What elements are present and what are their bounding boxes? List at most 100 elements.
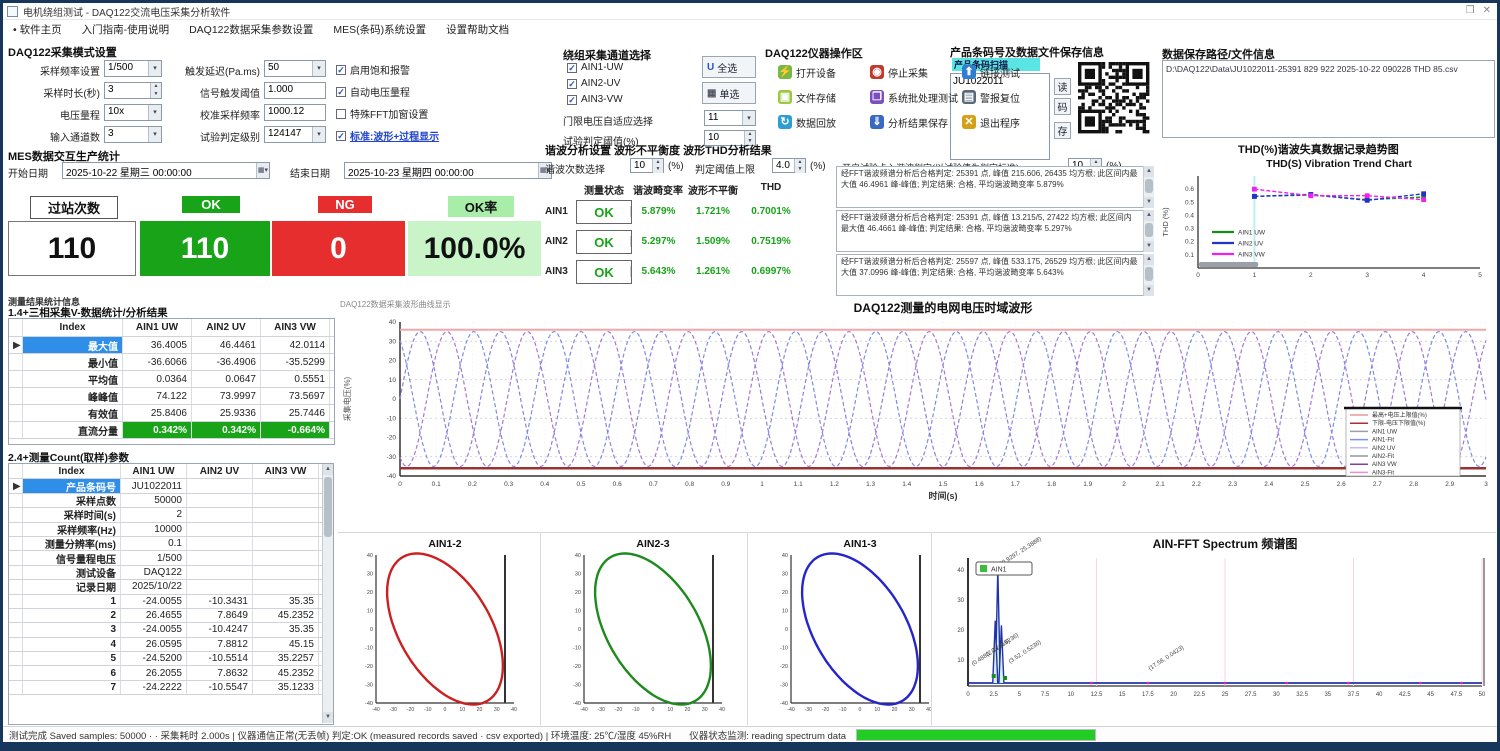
thd-c2-spin[interactable]: 4.0 ▲ ▼ <box>772 158 806 173</box>
svg-text:1.6: 1.6 <box>975 481 984 488</box>
end-date-label: 结束日期 <box>290 169 330 180</box>
calendar-icon[interactable]: ▦▾ <box>256 163 269 178</box>
channel-checkbox-AIN1-UW[interactable]: ✓ AIN1-UW <box>567 62 624 73</box>
svg-text:0: 0 <box>398 481 402 488</box>
table-row[interactable]: 直流分量 0.342% 0.342% -0.664% <box>9 422 334 439</box>
thd-log-0: 经FFT谐波频谱分析后合格判定: 25391 点, 峰值 215.606, 26… <box>836 166 1154 208</box>
svg-text:-30: -30 <box>390 707 398 713</box>
svg-text:AIN1-Fit: AIN1-Fit <box>1372 438 1394 444</box>
menu-item-3[interactable]: MES(条码)系统设置 <box>333 24 427 36</box>
calendar-icon[interactable]: ▦▾ <box>538 163 551 178</box>
acq-control-3[interactable]: 3 ▾ <box>104 126 162 143</box>
table-row[interactable]: 采样频率(Hz) 10000 <box>9 522 333 537</box>
exit-icon: ✕ <box>962 115 976 129</box>
barcode-read-button[interactable]: 读 <box>1054 78 1071 95</box>
acq-control-2[interactable]: 10x ▾ <box>104 104 162 121</box>
table-row[interactable]: ▶ 产品条码号 JU1022011 <box>9 479 333 494</box>
channel-checkbox-AIN2-UV[interactable]: ✓ AIN2-UV <box>567 78 621 89</box>
table-row[interactable]: 5 -24.5200 -10.5514 35.2257 <box>9 652 333 667</box>
barcode-encode-button[interactable]: 码 <box>1054 98 1071 115</box>
svg-text:-40: -40 <box>780 701 788 707</box>
table-row[interactable]: 3 -24.0055 -10.4247 35.35 <box>9 623 333 638</box>
menu-item-0[interactable]: • 软件主页 <box>13 24 62 36</box>
table-row[interactable]: 7 -24.2222 -10.5547 35.1233 <box>9 680 333 696</box>
maximize-button[interactable]: ❐ <box>1465 5 1475 16</box>
acq-checkbox-3[interactable]: ✓ 标准:波形+过程显示 <box>336 130 440 143</box>
table-row[interactable]: 6 26.2055 7.8632 45.2352 <box>9 666 333 681</box>
table-row[interactable]: 峰峰值 74.122 73.9997 73.5697 <box>9 388 334 405</box>
table-row[interactable]: 最小值 -36.6066 -36.4906 -35.5299 <box>9 354 334 371</box>
table-row[interactable]: 信号量程电压 1/500 <box>9 551 333 566</box>
op-button-folder[interactable]: ▣ 文件存储 <box>778 90 836 105</box>
stats-table[interactable]: Index AIN1 UW AIN2 UV AIN3 VW ▶ 最大值 36.4005 46.… <box>8 318 335 445</box>
channel-checkbox-AIN3-VW[interactable]: ✓ AIN3-VW <box>567 94 623 105</box>
spin-down-icon[interactable]: ▼ <box>745 138 755 145</box>
table-row[interactable]: 记录日期 2025/10/22 <box>9 580 333 595</box>
op-button-save[interactable]: ⇓ 分析结果保存 <box>870 112 948 132</box>
svg-text:40: 40 <box>575 553 581 559</box>
log-scrollbar-0[interactable]: ▲ ▼ <box>1143 166 1154 208</box>
svg-text:0: 0 <box>785 627 788 633</box>
log-scrollbar-2[interactable]: ▲ ▼ <box>1143 254 1154 296</box>
table-row[interactable]: 2 26.4655 7.8649 45.2352 <box>9 608 333 624</box>
acq-checkbox-0[interactable]: ✓ 启用饱和报警 <box>336 64 410 77</box>
close-button[interactable]: ✕ <box>1482 5 1491 16</box>
acq-checkbox-1[interactable]: ✓ 自动电压量程 <box>336 86 410 99</box>
svg-text:20: 20 <box>957 628 964 634</box>
start-date-picker[interactable]: 2025-10-22 星期三 00:00:00 ▦▾ <box>62 162 270 179</box>
info-table[interactable]: Index AIN1 UW AIN2 UV AIN3 VW ▶ 产品条码号 JU102201… <box>8 463 334 725</box>
op-button-replay[interactable]: ↻ 数据回放 <box>778 112 836 132</box>
info-table-scrollbar[interactable]: ▲ ▼ <box>322 464 333 723</box>
op-button-exit[interactable]: ✕ 退出程序 <box>962 112 1020 132</box>
svg-text:AIN1 UW: AIN1 UW <box>1372 429 1397 435</box>
table-row[interactable]: 有效值 25.8406 25.9336 25.7446 <box>9 405 334 422</box>
svg-text:0.1: 0.1 <box>1185 252 1194 259</box>
log-scrollbar-1[interactable]: ▲ ▼ <box>1143 210 1154 252</box>
spin-up-icon[interactable]: ▲ <box>745 131 755 138</box>
select-all-icon: U <box>707 61 715 73</box>
svg-text:2: 2 <box>1122 481 1126 488</box>
select-single-button[interactable]: ▦ 单选 <box>702 82 756 104</box>
svg-text:-10: -10 <box>632 707 640 713</box>
menu-item-1[interactable]: 入门指南-使用说明 <box>81 24 170 36</box>
table-row[interactable]: ▶ 最大值 36.4005 46.4461 42.0114 <box>9 337 334 354</box>
op-button-bell[interactable]: ▤ 警报复位 <box>962 90 1020 105</box>
svg-text:-20: -20 <box>780 664 788 670</box>
table-row[interactable]: 平均值 0.0364 0.0647 0.5551 <box>9 371 334 388</box>
judge-spin[interactable]: 10 ▲ ▼ <box>704 130 756 146</box>
svg-text:22.5: 22.5 <box>1193 692 1205 698</box>
acq-control-0[interactable]: 1/500 ▾ <box>104 60 162 77</box>
thd-row-ch-1: AIN2 <box>545 236 568 247</box>
acq-control2-1[interactable]: 1.000 <box>264 82 326 99</box>
acq-label-3: 输入通道数 <box>50 133 100 144</box>
menu-item-2[interactable]: DAQ122数据采集参数设置 <box>189 24 314 36</box>
acq-control2-2[interactable]: 1000.12 <box>264 104 326 121</box>
menu-item-4[interactable]: 设置帮助文档 <box>446 24 510 36</box>
table-row[interactable]: 1 -24.0055 -10.3431 35.35 <box>9 594 333 609</box>
barcode-save-button[interactable]: 存 <box>1054 122 1071 139</box>
op-button-window[interactable]: ❐ 系统批处理测试 <box>870 87 958 107</box>
acq-control2-0[interactable]: 50 ▾ <box>264 60 326 77</box>
end-date-picker[interactable]: 2025-10-23 星期四 00:00:00 ▦▾ <box>344 162 552 179</box>
svg-text:2.2: 2.2 <box>1192 481 1201 488</box>
table-row[interactable]: 采样点数 50000 <box>9 493 333 509</box>
op-button-stop[interactable]: ◉ 停止采集 <box>870 62 928 82</box>
acq-checkbox-2[interactable]: 特殊FFT加窗设置 <box>336 106 428 121</box>
op-button-power[interactable]: ⚡ 打开设备 <box>778 65 836 80</box>
svg-text:THD(S) Vibration Trend Chart: THD(S) Vibration Trend Chart <box>1266 158 1412 170</box>
table-row[interactable]: 4 26.0595 7.8812 45.15 <box>9 637 333 653</box>
svg-text:1.4: 1.4 <box>902 481 911 488</box>
table-row[interactable]: 测量分辨率(ms) 0.1 <box>9 536 333 552</box>
ok-count-value: 110 <box>140 221 270 276</box>
table-row[interactable]: 采样时间(s) 2 <box>9 508 333 523</box>
thd-c1-spin[interactable]: 10 ▲ ▼ <box>630 158 664 173</box>
acq-control-1[interactable]: 3 ▲ ▼ <box>104 82 162 99</box>
table-row[interactable]: 测试设备 DAQ122 <box>9 565 333 581</box>
thd-col-2: 波形不平衡 <box>688 186 738 197</box>
svg-text:40: 40 <box>957 568 964 574</box>
op-button-link[interactable]: ⬆ 链接测试 <box>962 62 1020 82</box>
select-all-button[interactable]: U 全选 <box>702 56 756 78</box>
acq-control2-3[interactable]: 124147 ▾ <box>264 126 326 143</box>
limit-combo[interactable]: 11 ▾ <box>704 110 756 126</box>
menu-bar: • 软件主页 入门指南-使用说明 DAQ122数据采集参数设置 MES(条码)系统设置… <box>3 20 1497 39</box>
